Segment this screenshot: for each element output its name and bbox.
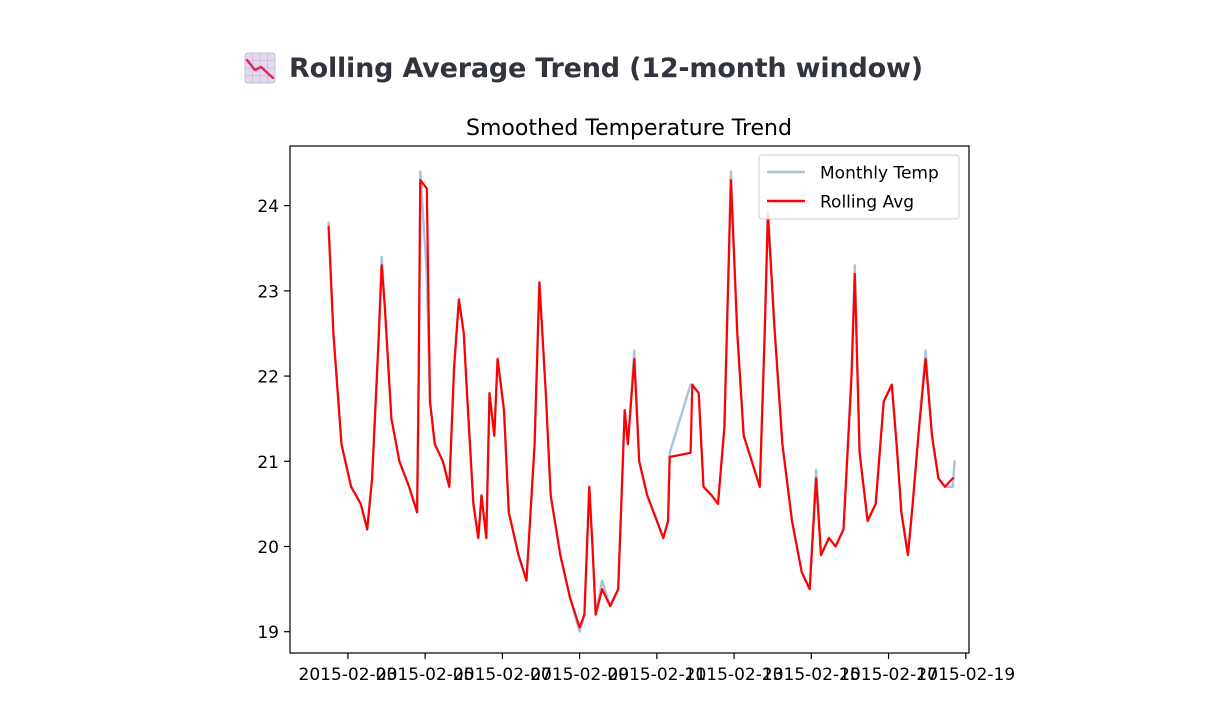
x-tick-label: 2015-02-11 <box>607 665 706 685</box>
y-tick-label: 22 <box>257 368 279 388</box>
y-tick-label: 19 <box>257 623 279 643</box>
section-header: Rolling Average Trend (12-month window) <box>244 46 923 90</box>
series-line-1 <box>327 170 956 633</box>
x-tick-label: 2015-02-07 <box>453 665 552 685</box>
x-tick-label: 2015-02-17 <box>839 665 938 685</box>
chart-title: Smoothed Temperature Trend <box>466 116 792 141</box>
y-tick-label: 21 <box>257 453 279 473</box>
chart-container: Smoothed Temperature Trend 19 20 21 22 23 24 … <box>230 108 1030 708</box>
y-tick-label: 24 <box>257 197 279 217</box>
y-tick-label: 23 <box>257 282 279 302</box>
legend: Monthly Temp Rolling Avg <box>758 154 960 220</box>
chart-decreasing-icon <box>244 52 276 84</box>
x-tick-label: 2015-02-05 <box>376 665 475 685</box>
legend-label: Monthly Temp <box>820 164 939 184</box>
x-tick-label: 2015-02-19 <box>916 665 1015 685</box>
x-tick-label: 2015-02-13 <box>685 665 784 685</box>
x-tick-label: 2015-02-09 <box>530 665 629 685</box>
x-tick-label: 2015-02-15 <box>762 665 861 685</box>
y-axis: 19 20 21 22 23 24 <box>257 197 290 643</box>
legend-box <box>758 154 960 220</box>
series-layer <box>327 170 956 633</box>
legend-label: Rolling Avg <box>820 193 914 213</box>
series-line-2 <box>327 178 955 629</box>
plot-frame <box>289 145 970 654</box>
y-tick-label: 20 <box>257 538 279 558</box>
x-tick-label: 2015-02-03 <box>299 665 398 685</box>
x-axis: 2015-02-032015-02-052015-02-072015-02-09… <box>299 653 1015 685</box>
section-title: Rolling Average Trend (12-month window) <box>289 52 923 84</box>
line-chart: Smoothed Temperature Trend 192021222324 … <box>257 116 1015 685</box>
